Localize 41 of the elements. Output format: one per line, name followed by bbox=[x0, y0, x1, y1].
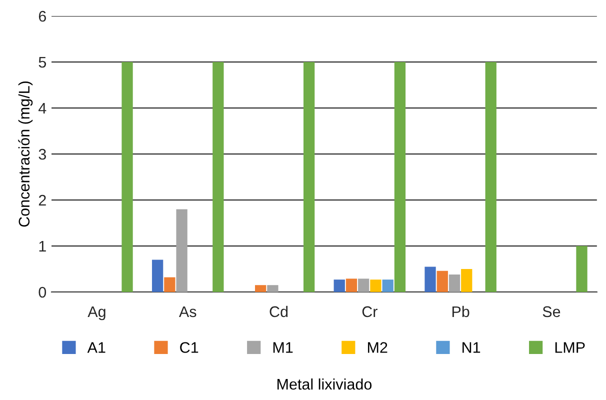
y-tick-label: 1 bbox=[39, 241, 46, 252]
x-axis-title: Metal lixiviado bbox=[277, 378, 372, 390]
bar bbox=[152, 260, 164, 292]
bar bbox=[485, 62, 496, 292]
bar bbox=[346, 278, 358, 292]
bar bbox=[334, 280, 345, 292]
x-tick-label: Ag bbox=[88, 306, 106, 320]
x-tick-label: Se bbox=[542, 306, 560, 318]
legend-label: C1 bbox=[180, 342, 198, 353]
bar bbox=[394, 62, 406, 292]
bar bbox=[461, 269, 472, 292]
x-tick-label: Cd bbox=[270, 306, 288, 318]
bar bbox=[576, 246, 588, 292]
y-axis-title: Concentración (mg/L) bbox=[18, 81, 33, 227]
bar bbox=[176, 209, 188, 292]
y-tick-label: 0 bbox=[38, 286, 46, 298]
bar bbox=[436, 270, 448, 292]
y-tick-label: 4 bbox=[38, 103, 46, 114]
y-tick-label: 5 bbox=[38, 57, 46, 68]
x-tick-label: Cr bbox=[362, 306, 378, 318]
y-tick-label: 2 bbox=[38, 194, 46, 206]
bar bbox=[255, 285, 266, 292]
y-tick-label: 3 bbox=[38, 148, 46, 160]
x-tick-label: Pb bbox=[452, 306, 470, 318]
legend-label: M1 bbox=[273, 342, 293, 353]
bar bbox=[424, 266, 436, 292]
bar bbox=[358, 278, 370, 292]
x-tick-label: As bbox=[178, 306, 196, 318]
legend-label: LMP bbox=[555, 342, 585, 353]
bar bbox=[448, 274, 460, 292]
bar bbox=[382, 280, 394, 292]
legend-label: M2 bbox=[368, 342, 388, 353]
legend-label: N1 bbox=[462, 342, 480, 353]
bar bbox=[267, 285, 278, 292]
bar bbox=[212, 62, 224, 292]
bar bbox=[122, 62, 133, 292]
bar bbox=[370, 280, 382, 292]
legend-label: A1 bbox=[87, 342, 106, 353]
bar bbox=[164, 277, 176, 292]
bar bbox=[303, 62, 315, 292]
y-tick-label: 6 bbox=[38, 10, 46, 22]
